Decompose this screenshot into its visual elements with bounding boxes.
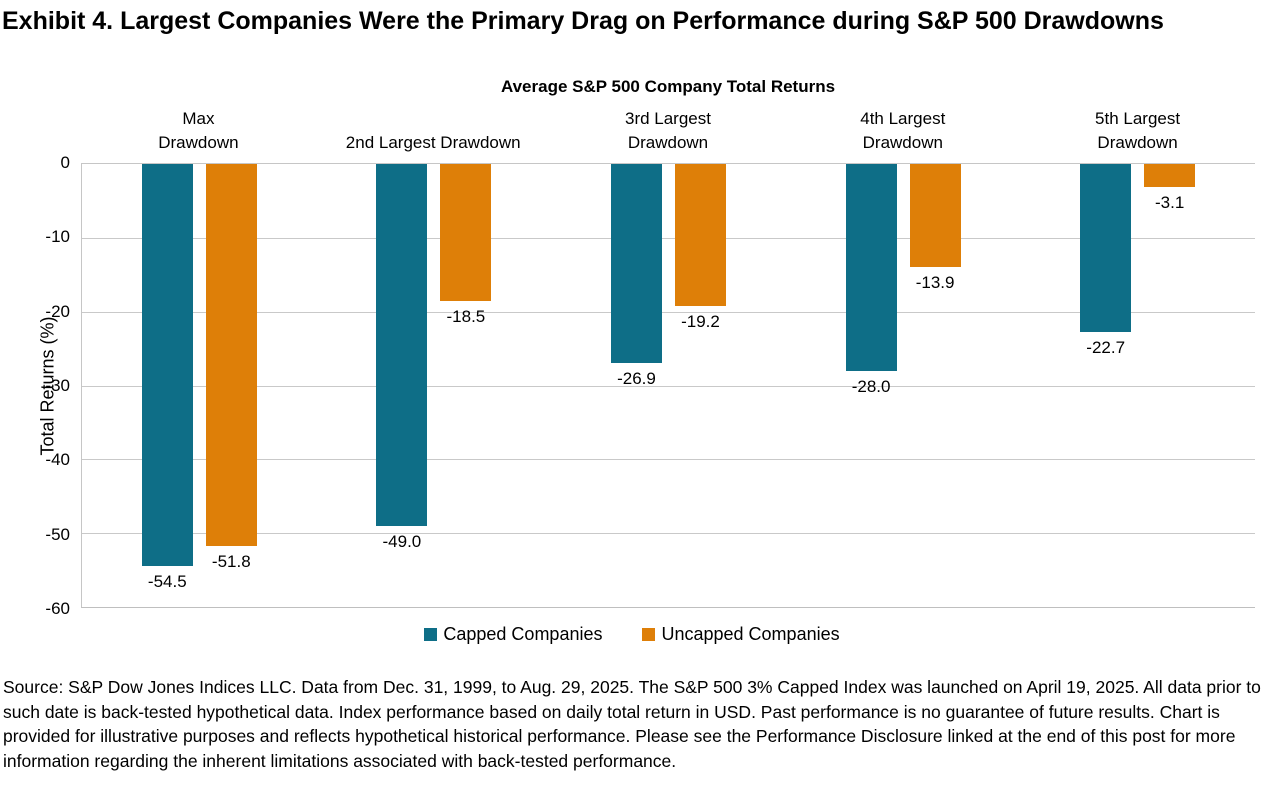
category-label: 5th Largest Drawdown bbox=[1095, 109, 1181, 152]
bar-group: -22.7 -3.1 bbox=[1020, 164, 1255, 607]
bar-uncapped-companies: -18.5 bbox=[440, 164, 492, 326]
legend-label: Capped Companies bbox=[443, 624, 603, 644]
category-label: Max Drawdown bbox=[158, 109, 239, 152]
chart-title: Average S&P 500 Company Total Returns bbox=[500, 77, 836, 96]
bar-value-label: -3.1 bbox=[1155, 192, 1185, 212]
bar-value-label: -13.9 bbox=[915, 272, 955, 292]
legend-item-uncapped-companies: Uncapped Companies bbox=[642, 624, 840, 645]
bar-capped-companies: -28.0 bbox=[845, 164, 897, 396]
y-tick-label: -30 bbox=[45, 376, 70, 395]
y-tick-label: -40 bbox=[45, 450, 70, 470]
bar-group: -54.5 -51.8 bbox=[82, 164, 317, 607]
bar-value-label: -22.7 bbox=[1086, 337, 1126, 357]
gridline bbox=[82, 237, 1255, 239]
category-label: 3rd Largest Drawdown bbox=[624, 109, 711, 152]
bar-capped-companies: -54.5 bbox=[141, 164, 193, 591]
legend: Capped Companies Uncapped Companies bbox=[0, 624, 1264, 645]
bar-value-label: -28.0 bbox=[851, 376, 891, 396]
legend-item-capped-companies: Capped Companies bbox=[424, 624, 602, 645]
category-labels-row: Max Drawdown 2nd Largest Drawdown 3rd Larg… bbox=[81, 103, 1255, 155]
bar-group: -28.0 -13.9 bbox=[786, 164, 1021, 607]
plot-area: -54.5 -51.8 -49.0 -18.5 -26.9 -19.2 -28.0 -13.9… bbox=[81, 163, 1255, 608]
bar-value-label: -19.2 bbox=[681, 311, 720, 331]
y-tick-label: -50 bbox=[45, 524, 70, 544]
bar-value-label: -26.9 bbox=[617, 368, 656, 388]
y-tick-label: -10 bbox=[45, 227, 70, 247]
bar-capped-companies: -22.7 bbox=[1080, 164, 1132, 357]
gridline bbox=[82, 385, 1255, 387]
gridline bbox=[82, 533, 1255, 535]
legend-swatch-icon bbox=[424, 628, 438, 641]
legend-swatch-icon bbox=[642, 628, 656, 641]
bar-uncapped-companies: -3.1 bbox=[1144, 164, 1196, 212]
y-axis-ticks: 0 -10 -20 -30 -40 -50 -60 bbox=[0, 153, 70, 618]
bar-capped-companies: -26.9 bbox=[610, 164, 662, 388]
gridline bbox=[82, 459, 1255, 461]
category-label: 4th Largest Drawdown bbox=[860, 109, 946, 152]
y-tick-label: -20 bbox=[45, 301, 70, 321]
bar-value-label: -18.5 bbox=[446, 306, 486, 326]
source-footnote: Source: S&P Dow Jones Indices LLC. Data … bbox=[3, 677, 1261, 771]
bar-uncapped-companies: -13.9 bbox=[909, 164, 961, 292]
y-tick-label: -60 bbox=[45, 599, 70, 618]
bar-capped-companies: -49.0 bbox=[376, 164, 428, 551]
bar-uncapped-companies: -51.8 bbox=[205, 164, 257, 571]
y-tick-label: 0 bbox=[60, 153, 70, 172]
bar-value-label: -54.5 bbox=[147, 572, 187, 592]
exhibit-title: Exhibit 4. Largest Companies Were the Pr… bbox=[2, 7, 1164, 35]
bar-value-label: -49.0 bbox=[382, 531, 422, 551]
bar-group: -26.9 -19.2 bbox=[551, 164, 786, 607]
bar-group: -49.0 -18.5 bbox=[317, 164, 552, 607]
bar-uncapped-companies: -19.2 bbox=[674, 164, 726, 331]
category-label: 2nd Largest Drawdown bbox=[345, 133, 521, 152]
legend-label: Uncapped Companies bbox=[661, 624, 840, 644]
bar-value-label: -51.8 bbox=[211, 552, 251, 572]
gridline bbox=[82, 311, 1255, 313]
